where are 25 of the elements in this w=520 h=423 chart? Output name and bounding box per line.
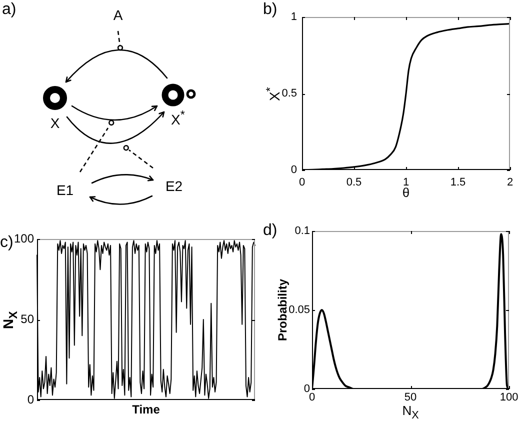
y-tick-label: 0.1 <box>294 225 310 238</box>
text: X$^{*}$ <box>171 108 185 128</box>
y-tick-label: 0 <box>304 383 310 396</box>
y-axis-title: Probability <box>275 278 290 342</box>
x-tick-label: 0.5 <box>346 176 362 189</box>
y-tick-label: 1 <box>290 11 297 24</box>
x-tick-label: 1.5 <box>450 176 466 189</box>
x-tick-label: 50 <box>404 392 417 404</box>
y-tick-label: 0 <box>290 164 297 176</box>
x-axis-title: N$_{X}$ <box>402 402 419 422</box>
y-tick-label: 100 <box>14 231 34 246</box>
x-axis-title: Time <box>132 402 160 417</box>
text: X <box>50 115 60 131</box>
text: A <box>113 7 123 23</box>
x-tick-label: 2 <box>506 176 514 189</box>
chart-title: d) <box>263 222 278 240</box>
text: a) <box>2 1 16 19</box>
text: E1 <box>56 182 74 198</box>
y-tick-label: 0.5 <box>282 88 297 100</box>
y-tick-label: 50 <box>20 312 34 326</box>
chart-title: b) <box>263 1 278 19</box>
x-tick-label: 100 <box>500 392 518 404</box>
y-tick-label: 0.05 <box>288 304 310 316</box>
text: E2 <box>165 178 183 194</box>
chart-title: c) <box>0 234 14 252</box>
